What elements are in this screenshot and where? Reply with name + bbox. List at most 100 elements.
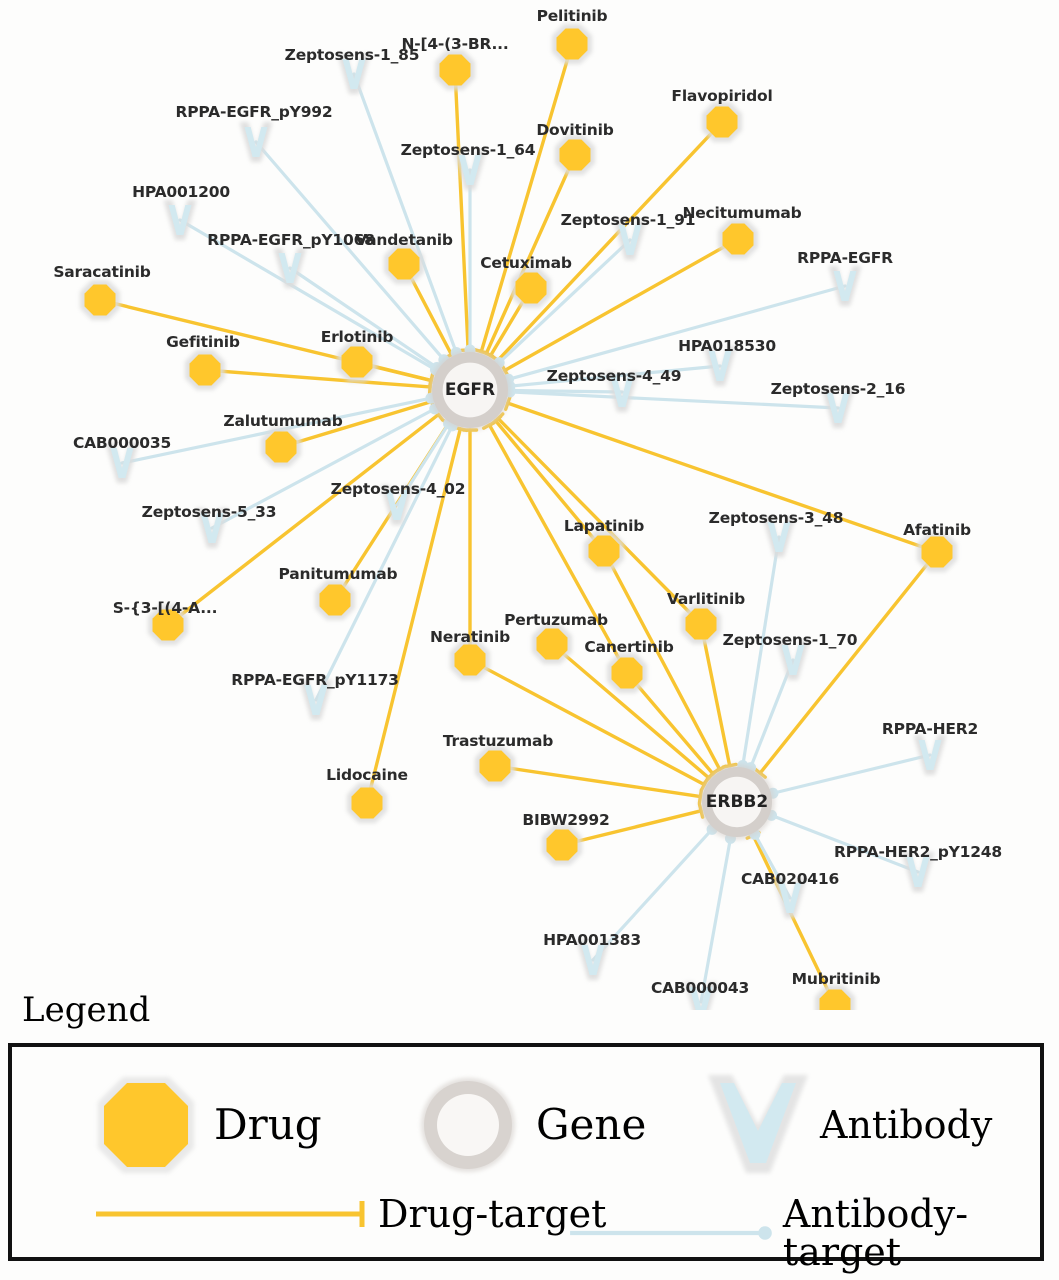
drug-node[interactable] [511,268,551,308]
drug-node[interactable] [80,280,120,320]
antibody-target-edge [506,284,847,381]
drug-node[interactable] [347,783,387,823]
drug-node-shape [265,431,297,463]
antibody-target-edge-icon [570,1226,772,1240]
drug-node[interactable] [702,102,742,142]
drug-node[interactable] [185,350,225,390]
antibody-node-shape [918,740,942,770]
network-canvas: N-[4-(3-BR... Pelitinib Flavopiridol Doviti… [53,7,1002,1010]
antibody-target-edge [508,390,840,410]
drug-target-edge [506,401,939,554]
legend-label-drug-target: Drug-target [378,1192,607,1236]
antibody-node[interactable] [299,680,333,720]
antibody-node[interactable] [380,485,414,525]
antibody-node[interactable] [762,517,796,557]
drug-node-shape [152,609,184,641]
node-layer [80,24,957,1010]
drug-target-edge [279,399,434,449]
legend-item-antibody: Antibody [702,1069,992,1181]
drug-node[interactable] [917,532,957,572]
drug-node-shape [479,750,511,782]
gene-node-label: EGFR [444,380,496,400]
antibody-node-shape [767,522,791,552]
legend-item-drug: Drug [90,1069,322,1181]
drug-node[interactable] [435,50,475,90]
gene-node[interactable] [429,349,511,431]
antibody-target-edge [288,266,439,370]
antibody-node[interactable] [576,940,610,980]
drug-node-shape [685,608,717,640]
antibody-node[interactable] [773,878,807,918]
antibody-node[interactable] [776,640,810,680]
antibody-target-edge [769,813,920,874]
antibody-node-shape [610,377,634,407]
drug-target-edge [699,622,732,768]
drug-target-edge [365,427,463,805]
drug-node[interactable] [148,605,188,645]
drug-node[interactable] [718,219,758,259]
drug-node-shape [536,628,568,660]
antibody-node[interactable] [913,735,947,775]
drug-target-edge [166,412,441,627]
antibody-target-edge [771,753,932,795]
antibody-target-edge [314,424,454,702]
antibody-target-edge [591,827,714,962]
drug-node-shape [189,354,221,386]
antibody-target-edge [699,836,733,1004]
drug-node[interactable] [584,531,624,571]
drug-node[interactable] [475,746,515,786]
gene-node[interactable] [699,764,775,840]
antibody-node[interactable] [195,508,229,548]
antibody-target-edge [741,535,781,768]
antibody-node[interactable] [684,982,718,1010]
antibody-node[interactable] [337,54,371,94]
drug-node[interactable] [450,640,490,680]
drug-node-shape [439,54,471,86]
drug-node[interactable] [337,342,377,382]
drug-target-edge [479,42,574,354]
drug-target-edge [493,419,606,553]
antibody-node[interactable] [163,200,197,240]
drug-target-edge [625,671,715,776]
antibody-node[interactable] [613,220,647,260]
gene-icon [421,1078,515,1172]
drug-node-shape [819,989,851,1010]
antibody-icon [708,1075,808,1173]
antibody-node[interactable] [901,852,935,892]
antibody-target-edge [497,238,632,365]
drug-node[interactable] [681,604,721,644]
drug-node[interactable] [532,624,572,664]
antibody-node[interactable] [239,122,273,162]
antibody-node[interactable] [605,372,639,412]
drug-node[interactable] [542,825,582,865]
gene-node-label: ERBB2 [705,792,769,812]
drug-node-shape [921,536,953,568]
drug-node[interactable] [555,135,595,175]
legend: Legend Drug Gene Antibody [0,985,1059,1280]
antibody-node-shape [168,205,192,235]
antibody-target-edge [210,407,437,530]
antibody-node[interactable] [105,443,139,483]
antibody-node[interactable] [453,150,487,190]
drug-node[interactable] [552,24,592,64]
drug-node-shape [351,787,383,819]
antibody-node[interactable] [821,388,855,428]
legend-label-drug: Drug [214,1100,322,1149]
legend-label-gene: Gene [536,1100,647,1149]
antibody-node-shape [458,155,482,185]
antibody-node[interactable] [703,346,737,386]
drug-node[interactable] [384,244,424,284]
antibody-node-shape [833,271,857,301]
drug-node[interactable] [261,427,301,467]
drug-target-edge [203,368,432,389]
antibody-node[interactable] [273,248,307,288]
antibody-target-edge [178,218,438,372]
legend-item-gene: Gene [412,1069,646,1181]
drug-node[interactable] [815,985,855,1010]
drug-node[interactable] [607,653,647,693]
antibody-target-edge [748,658,795,770]
antibody-node-shape [618,225,642,255]
drug-node[interactable] [315,580,355,620]
antibody-node[interactable] [828,266,862,306]
antibody-node-shape [781,645,805,675]
